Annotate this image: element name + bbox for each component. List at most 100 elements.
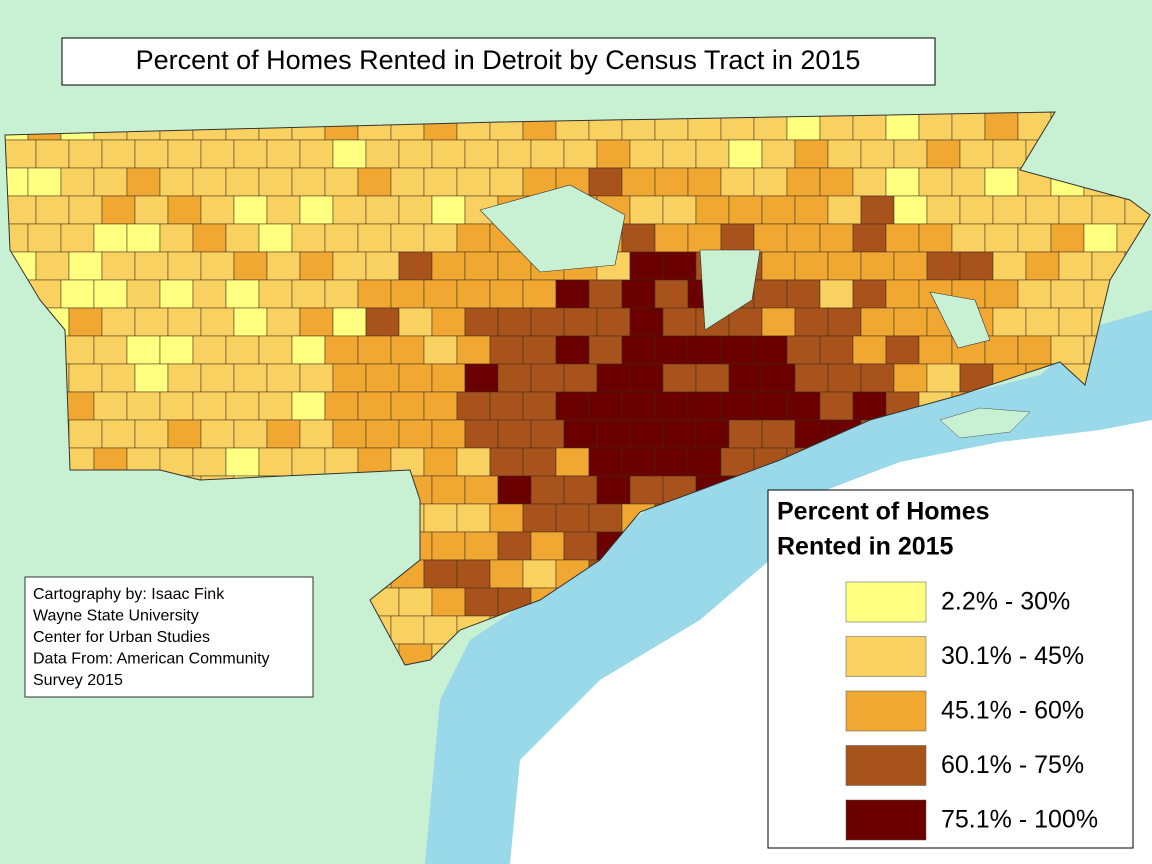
tract [332, 363, 367, 393]
tract [621, 279, 656, 309]
tract [390, 335, 425, 365]
tract [464, 139, 499, 169]
tract [563, 475, 598, 505]
tract [398, 587, 433, 617]
tract [398, 419, 433, 449]
tract [497, 307, 532, 337]
tract [464, 587, 499, 617]
tract [959, 195, 994, 225]
tract [926, 195, 961, 225]
tract [266, 139, 301, 169]
tract [258, 167, 293, 197]
legend-label: 2.2% - 30% [941, 588, 1070, 616]
tract [794, 363, 829, 393]
tract [819, 223, 854, 253]
tract [786, 391, 821, 421]
tract [134, 139, 169, 169]
credit-line: Center for Urban Studies [33, 629, 210, 646]
tract [423, 503, 458, 533]
tract [761, 195, 796, 225]
tract [27, 223, 62, 253]
tract [860, 139, 895, 169]
tract [357, 335, 392, 365]
tract [687, 167, 722, 197]
tract [456, 559, 491, 589]
tract [654, 167, 689, 197]
tract [192, 391, 227, 421]
tract [423, 335, 458, 365]
tract [761, 363, 796, 393]
tract [291, 167, 326, 197]
tract [357, 391, 392, 421]
tract [588, 335, 623, 365]
tract [431, 307, 466, 337]
tract [93, 167, 128, 197]
tract [134, 251, 169, 281]
tract [398, 251, 433, 281]
tract [827, 363, 862, 393]
tract [761, 307, 796, 337]
tract [596, 419, 631, 449]
tract [68, 251, 103, 281]
tract [794, 139, 829, 169]
tract [819, 112, 854, 141]
legend-swatch [845, 745, 927, 786]
tract [852, 335, 887, 365]
tract [192, 279, 227, 309]
tract [1083, 223, 1118, 253]
tract [464, 475, 499, 505]
tract [918, 223, 953, 253]
tract [629, 419, 664, 449]
tract [893, 363, 928, 393]
tract [324, 391, 359, 421]
tract [489, 167, 524, 197]
tract [233, 139, 268, 169]
tract [588, 447, 623, 477]
tract [753, 167, 788, 197]
tract [398, 139, 433, 169]
tract [291, 223, 326, 253]
legend-swatch [845, 581, 927, 623]
tract [753, 223, 788, 253]
tract [662, 363, 697, 393]
tract [893, 139, 928, 169]
tract [398, 195, 433, 225]
credits-box [24, 576, 314, 698]
tract [753, 391, 788, 421]
tract [720, 335, 755, 365]
tract [852, 223, 887, 253]
tract [893, 251, 928, 281]
tract [167, 419, 202, 449]
tract [489, 559, 524, 589]
tract [200, 419, 235, 449]
tract [431, 251, 466, 281]
tract [126, 167, 161, 197]
tract [786, 223, 821, 253]
tract [563, 307, 598, 337]
tract [365, 419, 400, 449]
tract [192, 167, 227, 197]
credit-line: Wayne State University [33, 608, 199, 625]
tract [35, 139, 70, 169]
tract [167, 251, 202, 281]
tract [299, 195, 334, 225]
tract [159, 223, 194, 253]
tract [225, 335, 260, 365]
tract [992, 195, 1027, 225]
tract [860, 363, 895, 393]
tract [1058, 251, 1093, 281]
tract [332, 195, 367, 225]
tract [786, 335, 821, 365]
tract [794, 251, 829, 281]
tract [563, 363, 598, 393]
tract [357, 279, 392, 309]
tract [60, 223, 95, 253]
tract [852, 391, 887, 421]
tract [662, 419, 697, 449]
tract [1017, 223, 1052, 253]
tract [332, 307, 367, 337]
tract [423, 391, 458, 421]
tract [233, 419, 268, 449]
tract [926, 139, 961, 169]
